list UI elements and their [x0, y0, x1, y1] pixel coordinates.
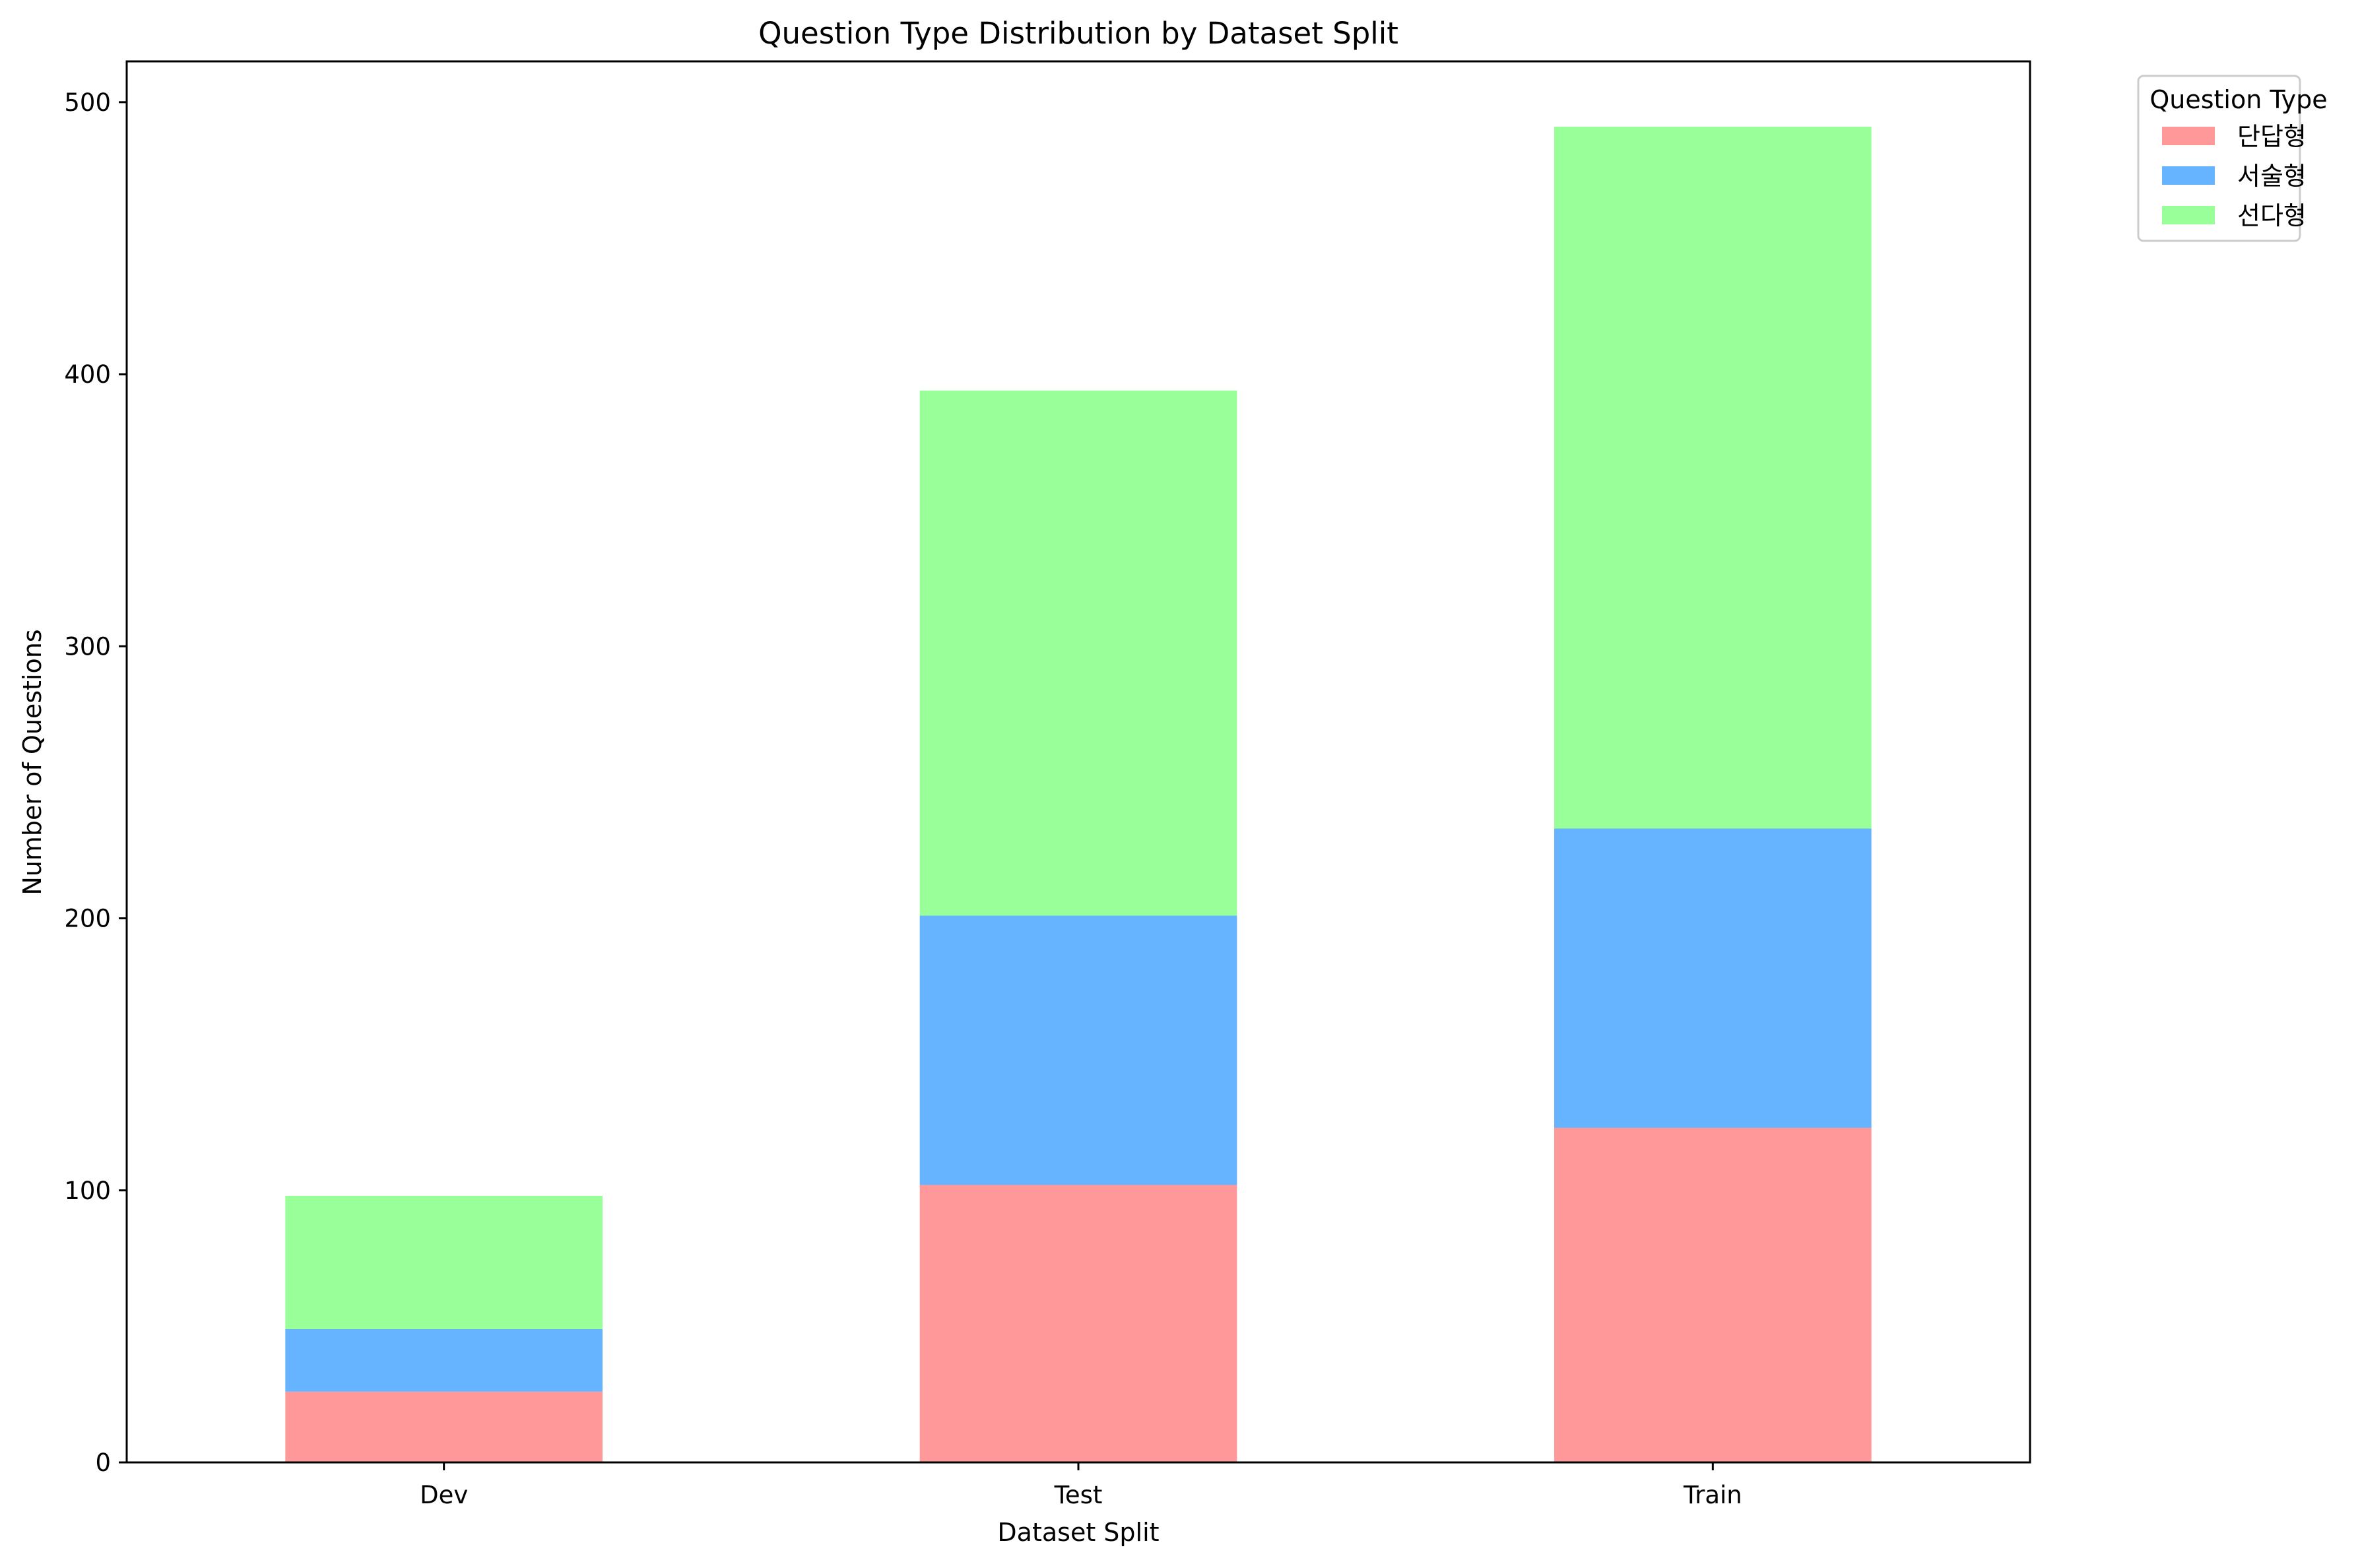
- y-axis: 0 100 200 300 400 500: [64, 88, 127, 1477]
- legend-swatch-2: [2162, 166, 2215, 185]
- y-tick-label: 500: [64, 88, 111, 117]
- chart-title: Question Type Distribution by Dataset Sp…: [758, 16, 1398, 51]
- x-tick-label-train: Train: [1683, 1481, 1742, 1509]
- bar-test-series-3: [919, 390, 1237, 916]
- y-tick-label: 300: [64, 632, 111, 661]
- x-axis-label: Dataset Split: [997, 1518, 1159, 1547]
- bar-dev-series-2: [285, 1329, 603, 1392]
- x-tick-label-test: Test: [1054, 1481, 1103, 1509]
- bar-test-series-1: [919, 1185, 1237, 1462]
- bar-train-series-1: [1554, 1127, 1872, 1462]
- y-tick-label: 100: [64, 1177, 111, 1205]
- legend-label-1: 단답형: [2237, 122, 2307, 151]
- bar-train-series-2: [1554, 828, 1872, 1128]
- bar-dev-series-3: [285, 1196, 603, 1329]
- bars-layer: [285, 126, 1872, 1462]
- y-tick-label: 0: [95, 1449, 111, 1477]
- y-tick-label: 400: [64, 360, 111, 389]
- legend-swatch-1: [2162, 127, 2215, 145]
- y-axis-label: Number of Questions: [18, 629, 47, 895]
- legend-label-2: 서술형: [2237, 162, 2307, 191]
- legend-swatch-3: [2162, 206, 2215, 224]
- x-axis: Dev Test Train: [420, 1462, 1742, 1509]
- x-tick-label-dev: Dev: [420, 1481, 468, 1509]
- legend-box: [2137, 75, 2301, 242]
- legend-label-3: 선다형: [2237, 201, 2307, 230]
- legend-title: Question Type: [2149, 85, 2327, 114]
- bar-dev-series-1: [285, 1391, 603, 1462]
- y-tick-label: 200: [64, 905, 111, 933]
- bar-test-series-2: [919, 915, 1237, 1185]
- bar-train-series-3: [1554, 126, 1872, 829]
